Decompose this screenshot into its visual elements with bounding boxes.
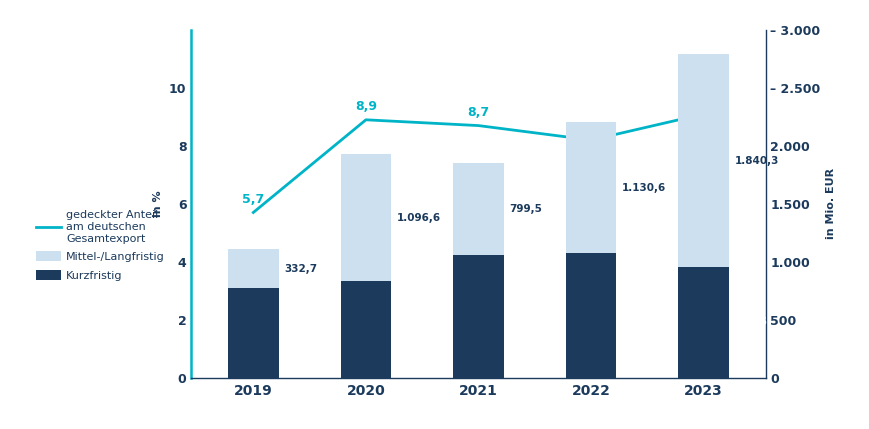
Text: 1.096,6: 1.096,6 [396, 213, 441, 223]
Y-axis label: in %: in % [153, 190, 163, 217]
Bar [228, 249, 278, 288]
Bar [678, 267, 728, 378]
Text: 1.130,6: 1.130,6 [621, 183, 666, 193]
Text: 8,7: 8,7 [467, 106, 489, 119]
Text: 950,6: 950,6 [733, 317, 766, 327]
Y-axis label: in Mio. EUR: in Mio. EUR [826, 168, 835, 239]
Text: 5,7: 5,7 [242, 193, 264, 206]
Text: 8,9: 8,9 [355, 100, 376, 113]
Text: 1.073,6: 1.073,6 [621, 310, 666, 320]
Bar [453, 255, 503, 378]
Text: 831,6: 831,6 [396, 324, 429, 334]
Text: 1.840,3: 1.840,3 [733, 156, 778, 166]
Text: 332,7: 332,7 [284, 263, 317, 274]
Text: 1.055,7: 1.055,7 [509, 311, 554, 321]
Bar [453, 163, 503, 255]
Bar [678, 54, 728, 267]
Text: 774,1: 774,1 [284, 328, 317, 338]
Text: 799,5: 799,5 [509, 204, 541, 214]
Text: 9,1: 9,1 [692, 95, 714, 108]
Text: 8,2: 8,2 [580, 121, 601, 134]
Bar [228, 288, 278, 378]
Bar [340, 154, 391, 281]
Bar [565, 253, 616, 378]
Bar [565, 122, 616, 253]
Legend: gedeckter Anteil
am deutschen
Gesamtexport, Mittel-/Langfristig, Kurzfristig: gedeckter Anteil am deutschen Gesamtexpo… [36, 210, 165, 281]
Bar [340, 281, 391, 378]
